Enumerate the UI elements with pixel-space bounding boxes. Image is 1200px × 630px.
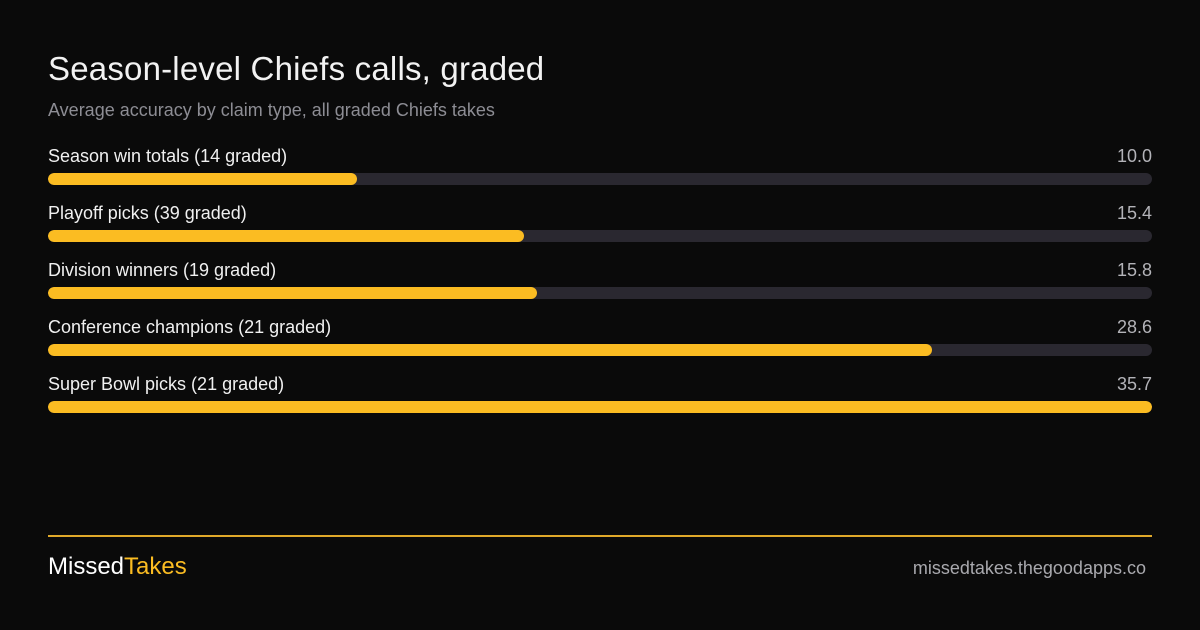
bar-chart: Season win totals (14 graded) 10.0 Playoff…: [48, 145, 1152, 430]
chart-row: Season win totals (14 graded) 10.0: [48, 145, 1152, 202]
bar-value-label: 10.0: [1116, 146, 1152, 166]
bar-value-label: 15.8: [1116, 260, 1152, 280]
bar-track: [48, 344, 1152, 356]
bar-value-label: 35.7: [1116, 374, 1152, 394]
footer-divider: [48, 535, 1152, 537]
bar-value-label: 28.6: [1116, 317, 1152, 337]
bar-label: Division winners (19 graded): [48, 260, 277, 280]
bar: [48, 287, 537, 299]
chart-row: Conference champions (21 graded) 28.6: [48, 316, 1152, 373]
bar: [48, 401, 1152, 413]
bar-track: [48, 173, 1152, 185]
brand-name-part2: Takes: [124, 553, 187, 580]
brand-name-part1: Missed: [48, 553, 125, 580]
chart-row: Playoff picks (39 graded) 15.4: [48, 202, 1152, 259]
brand-logo: MissedTakes: [48, 552, 187, 582]
bar: [48, 173, 358, 185]
bar-track: [48, 230, 1152, 242]
bar-track: [48, 401, 1152, 413]
bar-track: [48, 287, 1152, 299]
bar: [48, 344, 933, 356]
site-url: missedtakes.thegoodapps.co: [912, 558, 1146, 578]
bar: [48, 230, 525, 242]
chart-title: Season-level Chiefs calls, graded: [48, 50, 545, 87]
chart-row: Division winners (19 graded) 15.8: [48, 259, 1152, 316]
bar-label: Conference champions (21 graded): [48, 317, 332, 337]
chart-row: Super Bowl picks (21 graded) 35.7: [48, 373, 1152, 430]
bar-label: Playoff picks (39 graded): [48, 203, 247, 223]
bar-label: Season win totals (14 graded): [48, 146, 288, 166]
bar-value-label: 15.4: [1116, 203, 1152, 223]
bar-label: Super Bowl picks (21 graded): [48, 374, 285, 394]
chart-subtitle: Average accuracy by claim type, all grad…: [48, 100, 495, 120]
